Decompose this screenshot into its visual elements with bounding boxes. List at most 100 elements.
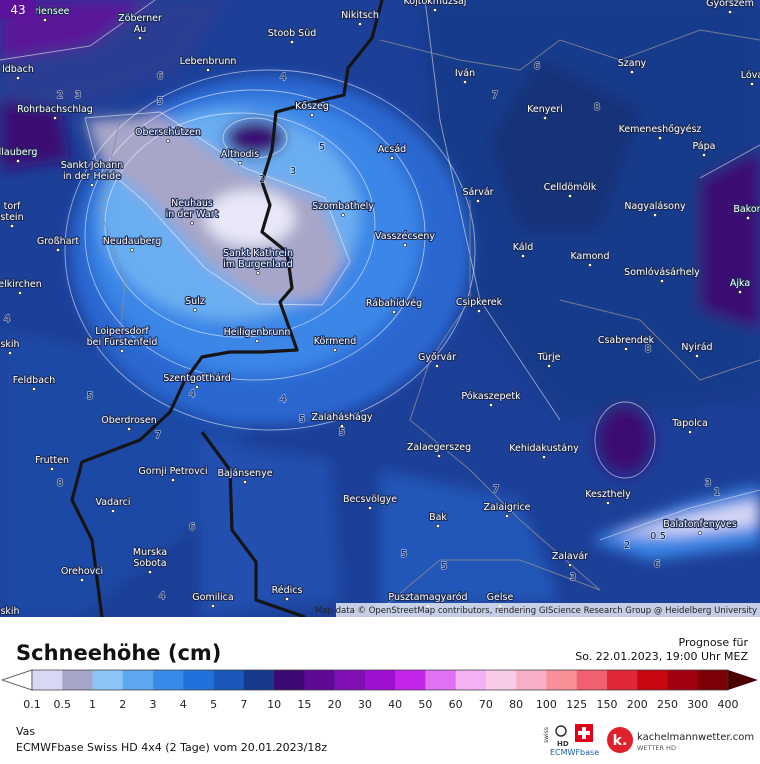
place-dot: [358, 22, 362, 26]
place-name: Győrszem: [706, 0, 754, 9]
colorbar-label: 10: [267, 698, 281, 711]
colorbar-label: 250: [657, 698, 678, 711]
place-name: Frutten: [35, 455, 69, 466]
place-dot: [750, 82, 754, 86]
place-dot: [256, 271, 260, 275]
place-dot: [547, 364, 551, 368]
map: MarienseeZöbernerAuKojtokmuzsajNikitschG…: [0, 0, 760, 617]
place-name: Pókaszepetk: [461, 391, 521, 402]
colorbar-swatch: [516, 670, 547, 690]
logo-lens: [555, 725, 567, 737]
colorbar-label: 3: [150, 698, 157, 711]
place-name: Csabrendek: [598, 335, 655, 346]
place-name: Türje: [537, 352, 561, 363]
colorbar-swatch: [122, 670, 154, 690]
place-name: Tapolca: [671, 418, 708, 429]
place-name: Bak: [429, 512, 447, 523]
contour-label: 3: [290, 166, 296, 177]
place-dot: [120, 349, 124, 353]
place-name: Rohrbachschlag: [17, 104, 93, 115]
contour-label: 4: [280, 394, 286, 405]
colorbar-label: 200: [627, 698, 648, 711]
contour-label: 6: [534, 61, 540, 72]
place-name: Nyirád: [681, 342, 712, 353]
contour-label: 5: [87, 391, 93, 402]
k-logo-text: k.: [613, 733, 628, 749]
place-name: Orehovci: [61, 566, 103, 577]
place-dot: [433, 8, 437, 12]
place-name: Zalaháshágy: [311, 412, 372, 423]
place-name: Somlóvásárhely: [624, 267, 700, 278]
colorbar-swatch: [455, 670, 487, 690]
place-dot: [340, 424, 344, 428]
colorbar-swatch: [697, 670, 729, 690]
colorbar-label: 2: [119, 698, 126, 711]
contour-label: 7: [492, 90, 498, 101]
badge: 43: [10, 3, 25, 17]
place-dot: [746, 216, 750, 220]
place-dot: [43, 18, 47, 22]
colorbar-label: 0.5: [54, 698, 72, 711]
contour-label: 5: [401, 549, 407, 560]
place-dot: [521, 254, 525, 258]
place-name: Ajka: [730, 278, 750, 289]
place-dot: [195, 385, 199, 389]
place-dot: [542, 455, 546, 459]
legend-title: Schneehöhe (cm): [16, 641, 221, 665]
attribution-box: [336, 603, 760, 617]
colorbar-swatch: [243, 670, 275, 690]
place-dot: [190, 221, 194, 225]
colorbar-label: 20: [328, 698, 342, 711]
place-dot: [653, 213, 657, 217]
place-dot: [624, 347, 628, 351]
colorbar-label: 30: [358, 698, 372, 711]
place-dot: [436, 524, 440, 528]
place-name: Kenyeri: [527, 104, 563, 115]
place-dot: [285, 597, 289, 601]
forecast-time: So. 22.01.2023, 19:00 Uhr MEZ: [575, 650, 748, 663]
logo-swiss: swiss: [543, 727, 550, 743]
place-dot: [341, 213, 345, 217]
attribution: Map data © OpenStreetMap contributors, r…: [315, 606, 757, 616]
colorbar-swatch: [183, 670, 214, 690]
place-name: Loipersdorf: [95, 326, 149, 337]
model-info: ECMWFbase Swiss HD 4x4 (2 Tage) vom 20.0…: [16, 741, 327, 754]
place-dot: [18, 291, 22, 295]
place-name: Kamond: [570, 251, 609, 262]
colorbar-swatch: [334, 670, 366, 690]
place-dot: [437, 454, 441, 458]
colorbar-label: 1: [89, 698, 96, 711]
place-name: Bakon: [733, 204, 760, 215]
contour-label: 5: [339, 427, 345, 438]
contour-label: 2: [57, 90, 63, 101]
place-dot: [606, 501, 610, 505]
contour-label: 1: [714, 487, 720, 498]
place-dot: [477, 309, 481, 313]
place-dot: [568, 563, 572, 567]
place-dot: [630, 70, 634, 74]
place-dot: [16, 76, 20, 80]
place-dot: [658, 136, 662, 140]
place-name: Acsád: [378, 144, 406, 155]
place-dot: [543, 116, 547, 120]
contour-label: 7: [155, 430, 161, 441]
place-dot: [588, 263, 592, 267]
place-dot: [16, 159, 20, 163]
contour-label: 8: [594, 102, 600, 113]
place-dot: [193, 308, 197, 312]
admin-borders: [99, 29, 760, 611]
colorbar-label: 80: [509, 698, 523, 711]
place-name: bei Fürstenfeld: [87, 337, 158, 348]
contour-label: 6: [189, 522, 195, 533]
place-dot: [290, 40, 294, 44]
place-dot: [8, 351, 12, 355]
place-name: skih: [0, 606, 19, 617]
place-dot: [333, 348, 337, 352]
place-name: Bajánsenye: [217, 468, 272, 479]
contour-label: 2: [624, 540, 630, 551]
place-dot: [238, 161, 242, 165]
region: Vas: [16, 725, 35, 738]
place-dot: [111, 509, 115, 513]
snow-field: [0, 0, 760, 617]
place-dot: [127, 427, 131, 431]
